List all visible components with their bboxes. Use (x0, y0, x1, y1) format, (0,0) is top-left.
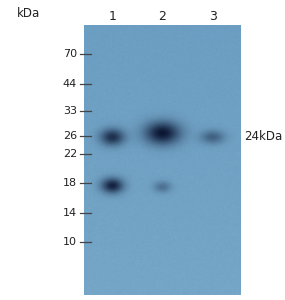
Text: 1: 1 (108, 10, 116, 23)
Text: 24kDa: 24kDa (244, 130, 282, 143)
Text: 22: 22 (63, 149, 77, 159)
Text: kDa: kDa (17, 7, 40, 20)
Text: 70: 70 (63, 49, 77, 59)
Text: 10: 10 (63, 236, 77, 247)
Text: 14: 14 (63, 208, 77, 218)
Text: 33: 33 (63, 106, 77, 116)
Text: 18: 18 (63, 178, 77, 188)
Text: 44: 44 (63, 79, 77, 88)
Text: 3: 3 (209, 10, 217, 23)
Text: 26: 26 (63, 131, 77, 141)
Text: 2: 2 (158, 10, 166, 23)
